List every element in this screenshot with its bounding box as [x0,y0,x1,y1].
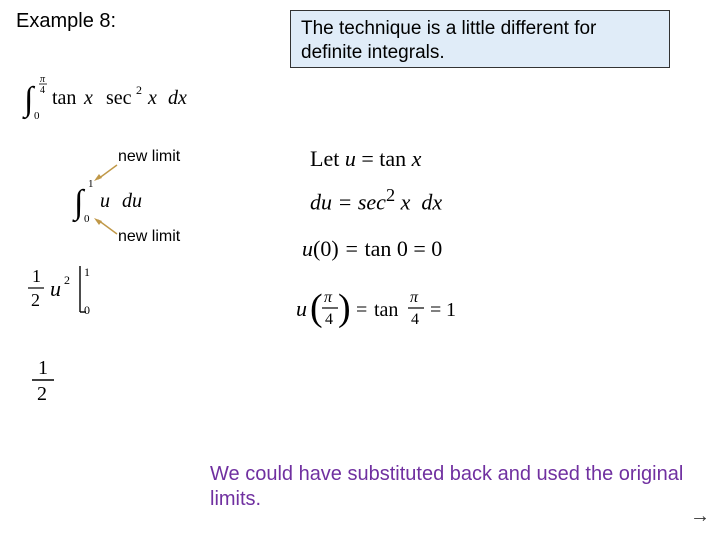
svg-text:π: π [324,289,333,306]
svg-text:dx: dx [168,87,187,109]
new-limit-label-upper: new limit [118,148,180,166]
svg-text:4: 4 [411,311,419,328]
svg-text:tan: tan [52,87,76,109]
svg-text:u: u [100,190,110,212]
svg-text:1: 1 [32,266,41,286]
svg-text:4: 4 [40,85,45,96]
svg-text:π: π [410,289,419,306]
svg-text:1: 1 [88,178,94,190]
svg-text:=: = [356,299,367,321]
u-of-pi-over-4: u ( π 4 ) = tan π 4 = 1 [296,282,496,338]
one-half-result: 1 2 [28,356,64,406]
svg-text:sec: sec [106,87,132,109]
svg-text:u: u [296,296,307,321]
svg-text:0: 0 [34,110,40,122]
example-title: Example 8: [16,10,116,33]
half-u-squared-evaluated: 1 2 u 2 1 0 [28,262,118,318]
bottom-substitution-note: We could have substituted back and used … [210,462,690,512]
integral-u-du: ∫ 1 0 u du [70,175,180,225]
svg-text:0: 0 [84,303,90,317]
svg-text:u: u [50,276,61,301]
svg-text:tan: tan [374,299,398,321]
svg-text:1: 1 [38,357,48,379]
svg-text:x: x [83,87,93,109]
svg-text:du: du [122,190,142,212]
svg-text:x: x [147,87,157,109]
svg-text:2: 2 [31,290,40,310]
svg-text:1: 1 [446,299,456,321]
next-arrow-icon: → [690,505,710,528]
integral-main-formula: ∫ π 4 0 tan x sec 2 x dx [20,72,220,122]
svg-text:2: 2 [64,273,70,287]
callout-box: The technique is a little different for … [290,10,670,68]
svg-text:2: 2 [136,83,142,97]
u-of-zero: u(0) = tan 0 = 0 [302,236,442,262]
svg-text:π: π [40,74,46,85]
svg-text:(: ( [310,287,323,329]
svg-text:1: 1 [84,265,90,279]
du-equals-sec2x-dx: du = sec2 x dx [310,185,442,215]
svg-text:): ) [338,287,351,329]
svg-text:2: 2 [37,383,47,405]
svg-text:=: = [430,299,441,321]
svg-text:0: 0 [84,213,90,225]
new-limit-label-lower: new limit [118,228,180,246]
svg-text:4: 4 [325,311,333,328]
arrow-to-lower-limit [94,218,118,236]
let-u-equals-tanx: Let u = tan x [310,146,421,172]
